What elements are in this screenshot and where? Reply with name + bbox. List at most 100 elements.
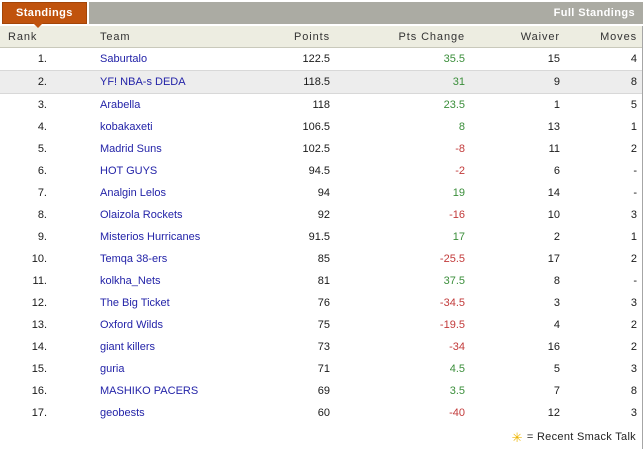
team-link[interactable]: Oxford Wilds — [100, 319, 163, 331]
team-link[interactable]: The Big Ticket — [100, 297, 170, 309]
moves-cell: 8 — [566, 70, 642, 94]
tab-bar: Standings Full Standings — [0, 0, 643, 28]
standings-row: 10. Temqa 38-ers 85 -25.5 17 2 — [0, 248, 642, 270]
moves-cell: - — [633, 187, 637, 199]
col-header-moves: Moves — [566, 26, 642, 48]
team-link[interactable]: Saburtalo — [100, 53, 148, 65]
waiver-cell: 12 — [547, 407, 560, 419]
points-cell: 73 — [317, 341, 330, 353]
standings-header-row: Rank Team Points Pts Change Waiver Moves — [0, 26, 642, 48]
team-cell: guria — [60, 358, 276, 380]
pts-change-cell: 23.5 — [443, 99, 465, 111]
standings-table: Rank Team Points Pts Change Waiver Moves… — [0, 26, 642, 424]
rank-cell: 9. — [37, 231, 47, 243]
team-cell: kobakaxeti — [60, 116, 276, 138]
col-header-rank: Rank — [0, 26, 60, 48]
rank-cell: 16. — [31, 385, 47, 397]
tab-pointer-notch — [33, 23, 43, 28]
team-link[interactable]: Temqa 38-ers — [100, 253, 168, 265]
rank-cell: 4. — [37, 121, 47, 133]
points-cell: 122.5 — [302, 53, 330, 65]
rank-cell: 11. — [32, 275, 47, 287]
team-cell: Oxford Wilds — [60, 314, 276, 336]
waiver-cell: 17 — [547, 253, 560, 265]
team-cell: YF! NBA-s DEDA — [60, 70, 276, 94]
points-cell: 91.5 — [308, 231, 330, 243]
points-cell: 106.5 — [302, 121, 330, 133]
rank-cell: 2. — [0, 70, 60, 94]
standings-row: 11. kolkha_Nets 81 37.5 8 - — [0, 270, 642, 292]
moves-cell: 3 — [630, 363, 637, 375]
team-cell: kolkha_Nets — [60, 270, 276, 292]
pts-change-cell: -19.5 — [439, 319, 465, 331]
rank-cell: 7. — [37, 187, 47, 199]
team-link[interactable]: kolkha_Nets — [100, 275, 161, 287]
team-link[interactable]: kobakaxeti — [100, 121, 153, 133]
team-link[interactable]: Misterios Hurricanes — [100, 231, 201, 243]
waiver-cell: 7 — [553, 385, 560, 397]
waiver-cell: 1 — [553, 99, 560, 111]
standings-row: 14. giant killers 73 -34 16 2 — [0, 336, 642, 358]
points-cell: 60 — [317, 407, 330, 419]
team-link[interactable]: giant killers — [100, 341, 156, 353]
rank-cell: 6. — [37, 165, 47, 177]
points-cell: 92 — [317, 209, 330, 221]
standings-row: 17. geobests 60 -40 12 3 — [0, 402, 642, 424]
team-link[interactable]: Olaizola Rockets — [100, 209, 183, 221]
moves-cell: - — [633, 165, 637, 177]
rank-cell: 10. — [31, 253, 47, 265]
rank-cell: 8. — [37, 209, 47, 221]
standings-row: 5. Madrid Suns 102.5 -8 11 2 — [0, 138, 642, 160]
moves-cell: 2 — [630, 319, 637, 331]
rank-cell: 12. — [31, 297, 47, 309]
team-cell: Temqa 38-ers — [60, 248, 276, 270]
moves-cell: 3 — [630, 297, 637, 309]
moves-cell: 4 — [630, 53, 637, 65]
tab-standings[interactable]: Standings — [2, 2, 87, 28]
standings-row: 16. MASHIKO PACERS 69 3.5 7 8 — [0, 380, 642, 402]
moves-cell: 2 — [630, 341, 637, 353]
col-header-pts-change: Pts Change — [336, 26, 471, 48]
standings-row: 12. The Big Ticket 76 -34.5 3 3 — [0, 292, 642, 314]
points-cell: 118 — [312, 99, 330, 111]
pts-change-cell: -40 — [449, 407, 465, 419]
team-link[interactable]: YF! NBA-s DEDA — [100, 76, 186, 88]
moves-cell: 2 — [630, 143, 637, 155]
pts-change-cell: 8 — [458, 121, 465, 133]
waiver-cell: 5 — [553, 363, 560, 375]
standings-row: 8. Olaizola Rockets 92 -16 10 3 — [0, 204, 642, 226]
pts-change-cell: -25.5 — [439, 253, 465, 265]
moves-cell: 3 — [630, 209, 637, 221]
team-link[interactable]: guria — [100, 363, 125, 375]
pts-change-cell: -34.5 — [439, 297, 465, 309]
team-link[interactable]: Analgin Lelos — [100, 187, 167, 199]
team-cell: geobests — [60, 402, 276, 424]
team-link[interactable]: Madrid Suns — [100, 143, 162, 155]
full-standings-link[interactable]: Full Standings — [553, 7, 635, 19]
pts-change-cell: 3.5 — [449, 385, 465, 397]
rank-cell: 17. — [31, 407, 47, 419]
standings-row: 1. Saburtalo 122.5 35.5 15 4 — [0, 48, 642, 71]
waiver-cell: 16 — [547, 341, 560, 353]
tab-bar-right: Full Standings — [88, 2, 643, 24]
rank-cell: 15. — [31, 363, 47, 375]
col-header-team: Team — [60, 26, 276, 48]
points-cell: 94 — [317, 187, 330, 199]
rank-cell: 1. — [37, 53, 47, 65]
standings-row: 6. HOT GUYS 94.5 -2 6 - — [0, 160, 642, 182]
pts-change-cell: 31 — [336, 70, 471, 94]
waiver-cell: 9 — [471, 70, 566, 94]
pts-change-cell: -2 — [455, 165, 465, 177]
pts-change-cell: 37.5 — [443, 275, 465, 287]
pts-change-cell: -16 — [449, 209, 465, 221]
points-cell: 94.5 — [308, 165, 330, 177]
team-link[interactable]: geobests — [100, 407, 145, 419]
team-link[interactable]: HOT GUYS — [100, 165, 158, 177]
standings-row: 7. Analgin Lelos 94 19 14 - — [0, 182, 642, 204]
pts-change-cell: -8 — [455, 143, 465, 155]
pts-change-cell: 35.5 — [443, 53, 465, 65]
team-link[interactable]: Arabella — [100, 99, 141, 111]
points-cell: 75 — [317, 319, 330, 331]
team-link[interactable]: MASHIKO PACERS — [100, 385, 199, 397]
